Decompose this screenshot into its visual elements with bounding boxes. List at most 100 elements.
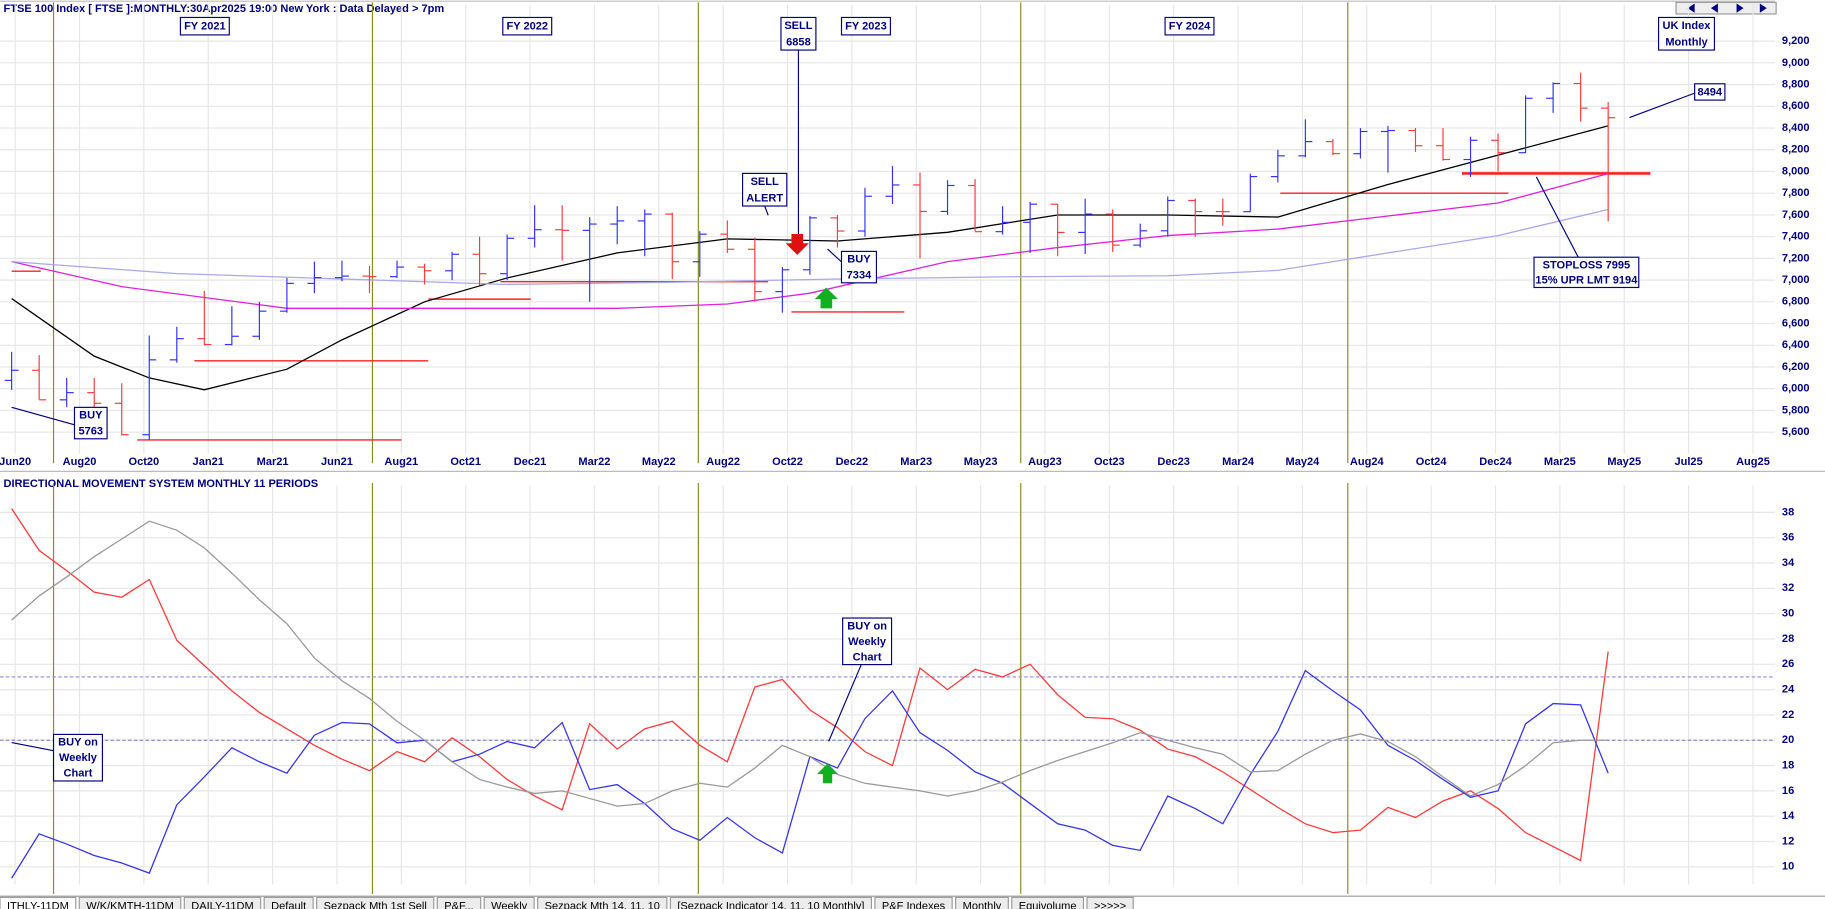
tab[interactable]: >>>>>	[1086, 896, 1134, 909]
annotation-text: FY 2023	[845, 21, 887, 33]
annotation-box	[502, 16, 553, 36]
annotation-box	[1694, 83, 1726, 101]
tab-label[interactable]: [Sezpack Indicator 14, 11, 10 Monthly]	[677, 901, 864, 909]
y-tick-label: 9,000	[1782, 57, 1810, 69]
y-tick-label: 6,800	[1782, 296, 1810, 308]
tab-label[interactable]: Equivolume	[1019, 901, 1077, 909]
tab-background[interactable]	[183, 896, 262, 909]
series-line	[11, 173, 1609, 309]
tab-label[interactable]: Sezpack Mth 1st Sell	[324, 901, 427, 909]
y-tick-label: 6,200	[1782, 361, 1810, 373]
tab-background[interactable]	[669, 896, 873, 909]
annotation-text: Weekly	[59, 752, 98, 764]
annotation-box	[179, 16, 230, 36]
y-tick-label: 7,600	[1782, 209, 1810, 221]
y-tick-label: 9,200	[1782, 35, 1810, 47]
y-tick-label: 38	[1782, 506, 1794, 518]
panel: 10 12 14 16 18 20 22 24 26 28 30 32 34 36 38 BUY on Week…	[0, 483, 1795, 894]
tab-background[interactable]	[955, 896, 1009, 909]
y-tick-label: 8,600	[1782, 100, 1810, 112]
tab-label[interactable]: ITHLY-11DM	[7, 901, 69, 909]
tab[interactable]: [Sezpack Indicator 14, 11, 10 Monthly]	[669, 896, 873, 909]
x-tick-label: Oct21	[450, 456, 481, 468]
annotation-text: FY 2024	[1169, 21, 1211, 33]
tab[interactable]: DAILY-11DM	[183, 896, 262, 909]
series-line	[11, 520, 1609, 807]
tab-background[interactable]	[874, 896, 953, 909]
tab-background[interactable]	[483, 896, 535, 909]
tab-background[interactable]	[78, 896, 182, 909]
buy-arrow	[817, 763, 839, 784]
tab[interactable]: Sezpack Mth 1st Sell	[316, 896, 435, 909]
buy-arrow	[814, 287, 839, 309]
annotation-box	[842, 617, 893, 666]
tab-background[interactable]	[263, 896, 314, 909]
annotation-text: BUY on	[58, 737, 98, 749]
y-tick-label: 7,000	[1782, 274, 1810, 286]
annotation: UK Index Monthly	[1657, 16, 1716, 51]
annotation-text: 6858	[786, 36, 811, 48]
tab[interactable]: Weekly	[483, 896, 535, 909]
annotation: FY 2023	[840, 16, 891, 36]
y-tick-label: 26	[1782, 658, 1794, 670]
tab-background[interactable]	[0, 896, 77, 909]
tab[interactable]: Sezpack Mth 14, 11, 10	[537, 896, 668, 909]
tab-label[interactable]: W/K/KMTH-11DM	[86, 901, 174, 909]
x-tick-label: Mar25	[1544, 456, 1576, 468]
tab-label[interactable]: DAILY-11DM	[191, 901, 253, 909]
annotation-text: 5763	[78, 425, 103, 437]
y-tick-label: 32	[1782, 582, 1794, 594]
tab[interactable]: Equivolume	[1011, 896, 1085, 909]
panel: 5,600 5,800 6,000 6,200 6,400 6,600 6,800 7,000…	[0, 2, 1810, 468]
annotation: FY 2021	[179, 16, 230, 36]
annotation: BUY 5763	[73, 406, 108, 440]
x-tick-label: Dec24	[1479, 456, 1512, 468]
series-line	[11, 508, 1609, 862]
tab[interactable]: W/K/KMTH-11DM	[78, 896, 182, 909]
tab[interactable]: Default	[263, 896, 314, 909]
annotation-text: SELL	[751, 176, 779, 188]
tab-background[interactable]	[316, 896, 435, 909]
tab-label[interactable]: P&F Indexes	[882, 901, 946, 909]
annotation-text: 7334	[847, 269, 872, 281]
annotation-text: FY 2022	[506, 21, 548, 33]
y-tick-label: 8,400	[1782, 122, 1810, 134]
tab-background[interactable]	[1011, 896, 1085, 909]
annotation-box	[1657, 16, 1716, 51]
y-tick-label: 8,200	[1782, 144, 1810, 156]
annotation-box	[840, 16, 891, 36]
annotation: SELL ALERT	[741, 172, 788, 207]
tab[interactable]: P&F...	[436, 896, 482, 909]
tab[interactable]: Monthly	[955, 896, 1009, 909]
x-tick-label: Mar22	[578, 456, 610, 468]
annotation-text: UK Index	[1663, 20, 1712, 32]
tab-label[interactable]: Sezpack Mth 14, 11, 10	[545, 901, 660, 909]
tab[interactable]: P&F Indexes	[874, 896, 953, 909]
annotation-text: STOPLOSS 7995	[1543, 259, 1631, 271]
x-tick-label: Aug23	[1028, 456, 1062, 468]
x-tick-label: Dec23	[1157, 456, 1190, 468]
tab-label[interactable]: P&F...	[444, 901, 473, 909]
y-tick-label: 7,800	[1782, 187, 1810, 199]
annotation-connector	[827, 248, 842, 263]
annotation-box	[741, 172, 788, 207]
tab-label[interactable]: Default	[271, 901, 306, 909]
x-tick-label: Dec22	[836, 456, 869, 468]
tab-label[interactable]: Weekly	[491, 901, 527, 909]
y-tick-label: 36	[1782, 532, 1794, 544]
x-tick-label: Oct23	[1094, 456, 1125, 468]
tab[interactable]: ITHLY-11DM	[0, 896, 77, 909]
annotation-text: Weekly	[848, 636, 887, 648]
x-tick-label: May22	[642, 456, 676, 468]
nav-buttons[interactable]	[1675, 1, 1777, 15]
tab-label[interactable]: >>>>>	[1094, 901, 1126, 909]
tab-label[interactable]: Monthly	[963, 901, 1002, 909]
tab-background[interactable]	[436, 896, 482, 909]
tab-background[interactable]	[1086, 896, 1134, 909]
y-tick-label: 12	[1782, 835, 1794, 847]
tab-background[interactable]	[537, 896, 668, 909]
annotation-box	[1533, 256, 1640, 289]
y-tick-label: 16	[1782, 785, 1794, 797]
